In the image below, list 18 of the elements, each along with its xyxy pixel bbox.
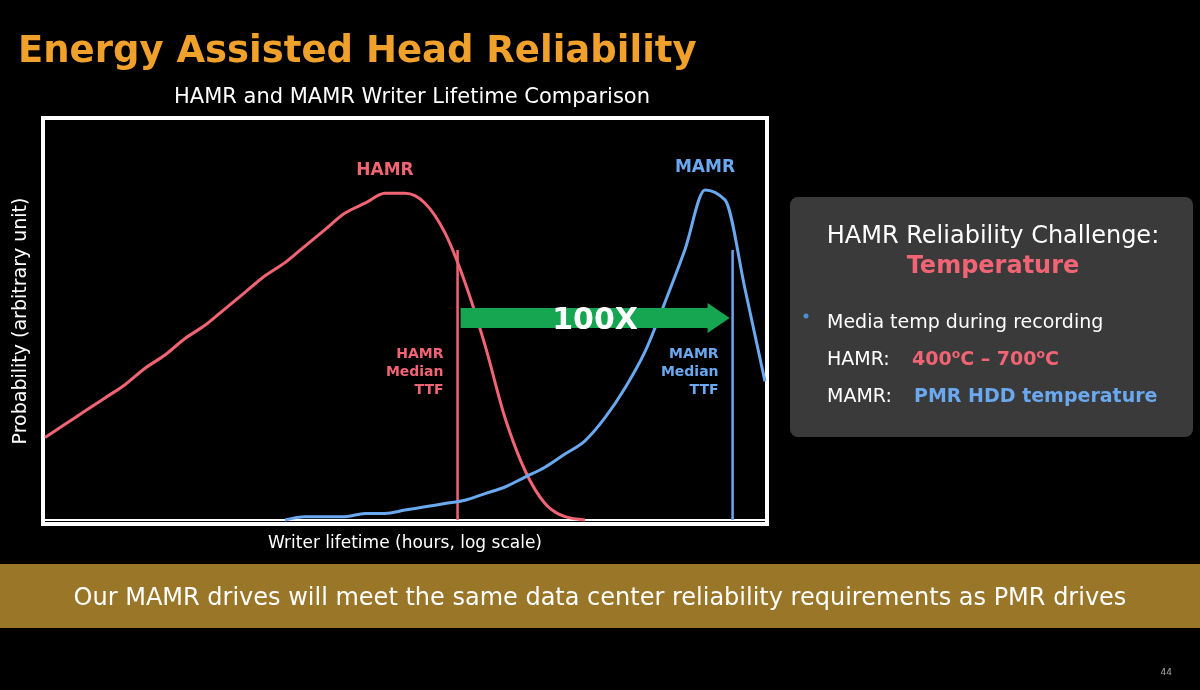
annotation: MAMR Median TTF [660,345,719,397]
text: Temperature [906,251,1080,279]
annotation: 100X [552,301,638,336]
text: HAMR: [827,347,890,369]
text: 44 [1160,667,1173,677]
text: 400$^{o}$C – 700$^{o}$C [912,347,1059,369]
chart-title: Energy Assisted Head Reliability [18,28,697,71]
series-label: MAMR [674,156,736,176]
x-axis-title: Writer lifetime (hours, log scale) [268,532,542,552]
text: HAMR Reliability Challenge: [826,221,1160,249]
series-label: HAMR [356,159,414,180]
chart-subtitle: HAMR and MAMR Writer Lifetime Comparison [173,84,651,108]
text: PMR HDD temperature [914,384,1158,406]
y-axis-title: Probability (arbitrary unit) [8,197,30,445]
text: MAMR: [827,384,892,406]
text: Our MAMR drives will meet the same data center reliability requirements as PMR drives [73,583,1127,611]
text: Media temp during recording [827,310,1104,332]
annotation: HAMR Median TTF [385,345,444,397]
